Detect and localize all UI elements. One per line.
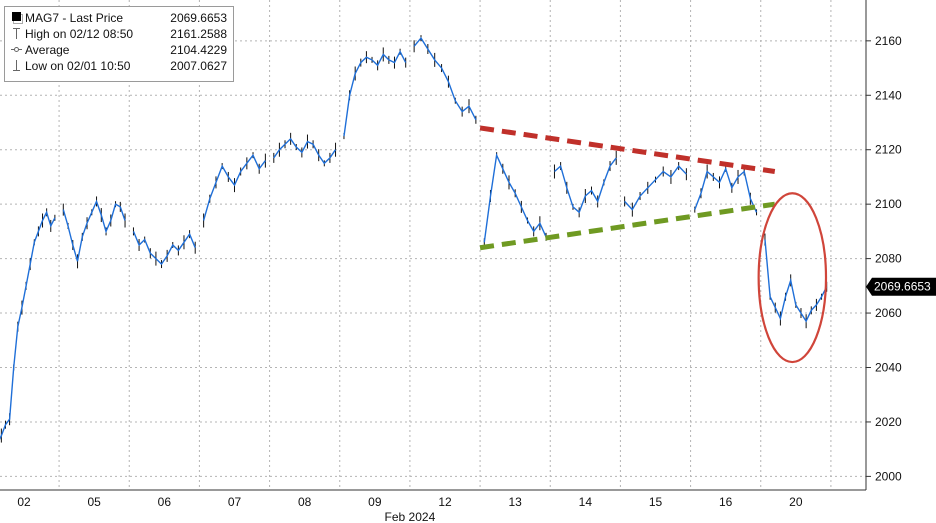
x-tick-label: 15 (649, 495, 663, 509)
legend-average-label: Average (25, 43, 70, 57)
x-tick-label: 07 (228, 495, 242, 509)
last-price-box (866, 277, 936, 296)
legend-title: MAG7 - Last Price (25, 11, 124, 25)
series-line-segment (343, 50, 407, 137)
x-tick-label: 14 (579, 495, 593, 509)
legend-row-average: Average 2104.4229 (11, 42, 227, 58)
low-marker-icon (11, 60, 22, 71)
y-tick-label: 2100 (875, 197, 902, 211)
last-price-label: 2069.6653 (874, 280, 931, 294)
legend: MAG7 - Last Price 2069.6653 High on 02/1… (4, 6, 234, 82)
legend-title-value: 2069.6653 (170, 11, 227, 25)
annotations (479, 125, 828, 364)
x-tick-label: 12 (438, 495, 452, 509)
average-marker-icon (11, 44, 22, 55)
y-tick-label: 2060 (875, 306, 902, 320)
series-line-segment (624, 165, 687, 211)
series-line-segment (413, 36, 477, 121)
series-line-segment (202, 153, 266, 221)
series-line-segment (62, 199, 126, 262)
legend-average-value: 2104.4229 (170, 43, 227, 57)
series-line-segment (0, 210, 56, 440)
x-tick-label: 20 (789, 495, 803, 509)
x-tick-label: 09 (368, 495, 382, 509)
x-tick-label: 13 (508, 495, 522, 509)
highlight-ellipse (757, 192, 828, 364)
legend-low-label: Low on 02/01 10:50 (25, 59, 131, 73)
series-line-segment (273, 137, 337, 165)
legend-row-last-price: MAG7 - Last Price 2069.6653 (11, 10, 227, 26)
series-line-segment (694, 166, 758, 213)
trendline-annotation (479, 125, 776, 174)
y-tick-label: 2020 (875, 415, 902, 429)
legend-row-low: Low on 02/01 10:50 2007.0627 (11, 58, 227, 74)
series-line-segment (764, 239, 828, 323)
legend-low-value: 2007.0627 (170, 59, 227, 73)
legend-high-value: 2161.2588 (170, 27, 227, 41)
x-tick-label: 05 (87, 495, 101, 509)
legend-row-high: High on 02/12 08:50 2161.2588 (11, 26, 227, 42)
x-tick-label: 06 (158, 495, 172, 509)
y-tick-label: 2040 (875, 361, 902, 375)
y-tick-label: 2140 (875, 88, 902, 102)
x-tick-label: 16 (719, 495, 733, 509)
y-tick-label: 2120 (875, 143, 902, 157)
price-series (0, 35, 828, 443)
x-tick-label: 08 (298, 495, 312, 509)
y-tick-label: 2000 (875, 469, 902, 483)
series-line-segment (554, 157, 617, 214)
series-line-segment (483, 152, 547, 243)
trendline-annotation (479, 201, 776, 251)
series-line-segment (132, 231, 196, 266)
x-tick-label: 02 (17, 495, 31, 509)
x-axis-label: Feb 2024 (385, 510, 436, 523)
y-tick-label: 2080 (875, 252, 902, 266)
legend-high-label: High on 02/12 08:50 (25, 27, 134, 41)
y-tick-label: 2160 (875, 34, 902, 48)
high-marker-icon (11, 28, 22, 39)
